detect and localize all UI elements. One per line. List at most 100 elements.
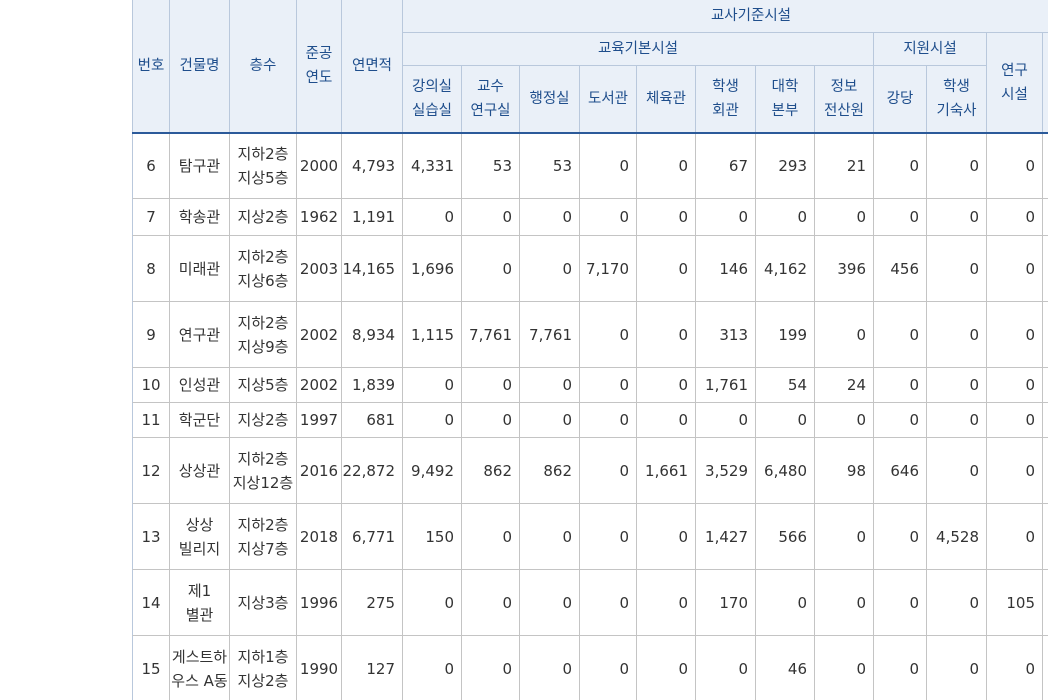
- table-cell: 98: [815, 438, 874, 504]
- table-cell: 11: [132, 403, 170, 438]
- table-cell: 0: [580, 570, 637, 636]
- table-cell: 7,761: [520, 302, 580, 368]
- table-cell: 0: [580, 368, 637, 403]
- table-cell: 0: [580, 302, 637, 368]
- table-cell: [1043, 570, 1048, 636]
- table-cell: 0: [696, 403, 756, 438]
- table-cell: 0: [637, 133, 696, 199]
- table-cell: 0: [874, 133, 927, 199]
- table-cell: 7,761: [462, 302, 520, 368]
- table-cell: 0: [756, 570, 815, 636]
- table-cell: 0: [756, 403, 815, 438]
- table-cell: 0: [580, 438, 637, 504]
- column-header: 건물명: [170, 0, 230, 133]
- table-cell: 0: [403, 636, 462, 700]
- table-cell: 150: [403, 504, 462, 570]
- table-cell: 0: [520, 504, 580, 570]
- table-cell: 1997: [297, 403, 342, 438]
- table-cell: 0: [637, 403, 696, 438]
- table-cell: [1043, 368, 1048, 403]
- table-cell: 199: [756, 302, 815, 368]
- table-cell: 7: [132, 199, 170, 236]
- header-rule: [132, 132, 1048, 134]
- table-cell: 53: [520, 133, 580, 199]
- table-cell: 0: [815, 302, 874, 368]
- table-cell: 22,872: [342, 438, 403, 504]
- table-cell: 1,191: [342, 199, 403, 236]
- table-cell: 8: [132, 236, 170, 302]
- table-cell: 7,170: [580, 236, 637, 302]
- table-cell: 0: [462, 236, 520, 302]
- table-cell: 0: [987, 368, 1043, 403]
- table-cell: 탐구관: [170, 133, 230, 199]
- table-cell: 0: [580, 403, 637, 438]
- table-cell: 2002: [297, 302, 342, 368]
- table-cell: 9: [132, 302, 170, 368]
- table-cell: 2018: [297, 504, 342, 570]
- table-cell: 1,696: [403, 236, 462, 302]
- table-cell: 0: [637, 236, 696, 302]
- table-cell: 지하2층 지상5층: [230, 133, 297, 199]
- table-cell: 0: [520, 570, 580, 636]
- table-cell: 8,934: [342, 302, 403, 368]
- table-cell: [1043, 236, 1048, 302]
- table-cell: 0: [987, 636, 1043, 700]
- table-cell: 0: [987, 438, 1043, 504]
- table-cell: 170: [696, 570, 756, 636]
- table-cell: 0: [580, 636, 637, 700]
- column-header: 교수 연구실: [462, 66, 520, 133]
- table-cell: 0: [815, 199, 874, 236]
- column-header: 연구 시설: [987, 33, 1043, 133]
- table-cell: 0: [462, 403, 520, 438]
- table-cell: 24: [815, 368, 874, 403]
- table-cell: 1,661: [637, 438, 696, 504]
- table-cell: 0: [927, 302, 987, 368]
- column-header: 대학 본부: [756, 66, 815, 133]
- column-header: 학생 회관: [696, 66, 756, 133]
- table-cell: 0: [520, 236, 580, 302]
- table-cell: 0: [874, 403, 927, 438]
- table-cell: 0: [874, 570, 927, 636]
- table-cell: 0: [874, 368, 927, 403]
- table-cell: 1,115: [403, 302, 462, 368]
- table-cell: 9,492: [403, 438, 462, 504]
- table-cell: 지상2층: [230, 199, 297, 236]
- table-cell: 0: [580, 199, 637, 236]
- table-cell: 0: [987, 236, 1043, 302]
- table-cell: 지하2층 지상6층: [230, 236, 297, 302]
- table-cell: 0: [637, 302, 696, 368]
- table-cell: 0: [874, 504, 927, 570]
- table-cell: 0: [927, 403, 987, 438]
- table-cell: 0: [696, 199, 756, 236]
- table-cell: 293: [756, 133, 815, 199]
- table-cell: 상상관: [170, 438, 230, 504]
- table-cell: 46: [756, 636, 815, 700]
- table-cell: 0: [987, 403, 1043, 438]
- table-cell: 0: [462, 570, 520, 636]
- table-cell: 0: [927, 236, 987, 302]
- table-cell: 지하1층 지상2층: [230, 636, 297, 700]
- table-cell: 0: [927, 570, 987, 636]
- table-cell: 1996: [297, 570, 342, 636]
- table-cell: 127: [342, 636, 403, 700]
- table-cell: 0: [520, 199, 580, 236]
- column-header: 학생 기숙사: [927, 66, 987, 133]
- table-cell: 0: [987, 199, 1043, 236]
- table-cell: 1962: [297, 199, 342, 236]
- table-cell: 0: [520, 403, 580, 438]
- table-cell: 0: [756, 199, 815, 236]
- table-cell: 0: [927, 368, 987, 403]
- table-cell: 인성관: [170, 368, 230, 403]
- table-cell: 6: [132, 133, 170, 199]
- table-cell: 지하2층 지상9층: [230, 302, 297, 368]
- table-cell: 646: [874, 438, 927, 504]
- table-cell: 0: [815, 504, 874, 570]
- table-cell: 2003: [297, 236, 342, 302]
- table-cell: 0: [815, 403, 874, 438]
- table-cell: 6,480: [756, 438, 815, 504]
- table-cell: 0: [927, 199, 987, 236]
- table-cell: 566: [756, 504, 815, 570]
- table-cell: 지상5층: [230, 368, 297, 403]
- table-cell: 4,528: [927, 504, 987, 570]
